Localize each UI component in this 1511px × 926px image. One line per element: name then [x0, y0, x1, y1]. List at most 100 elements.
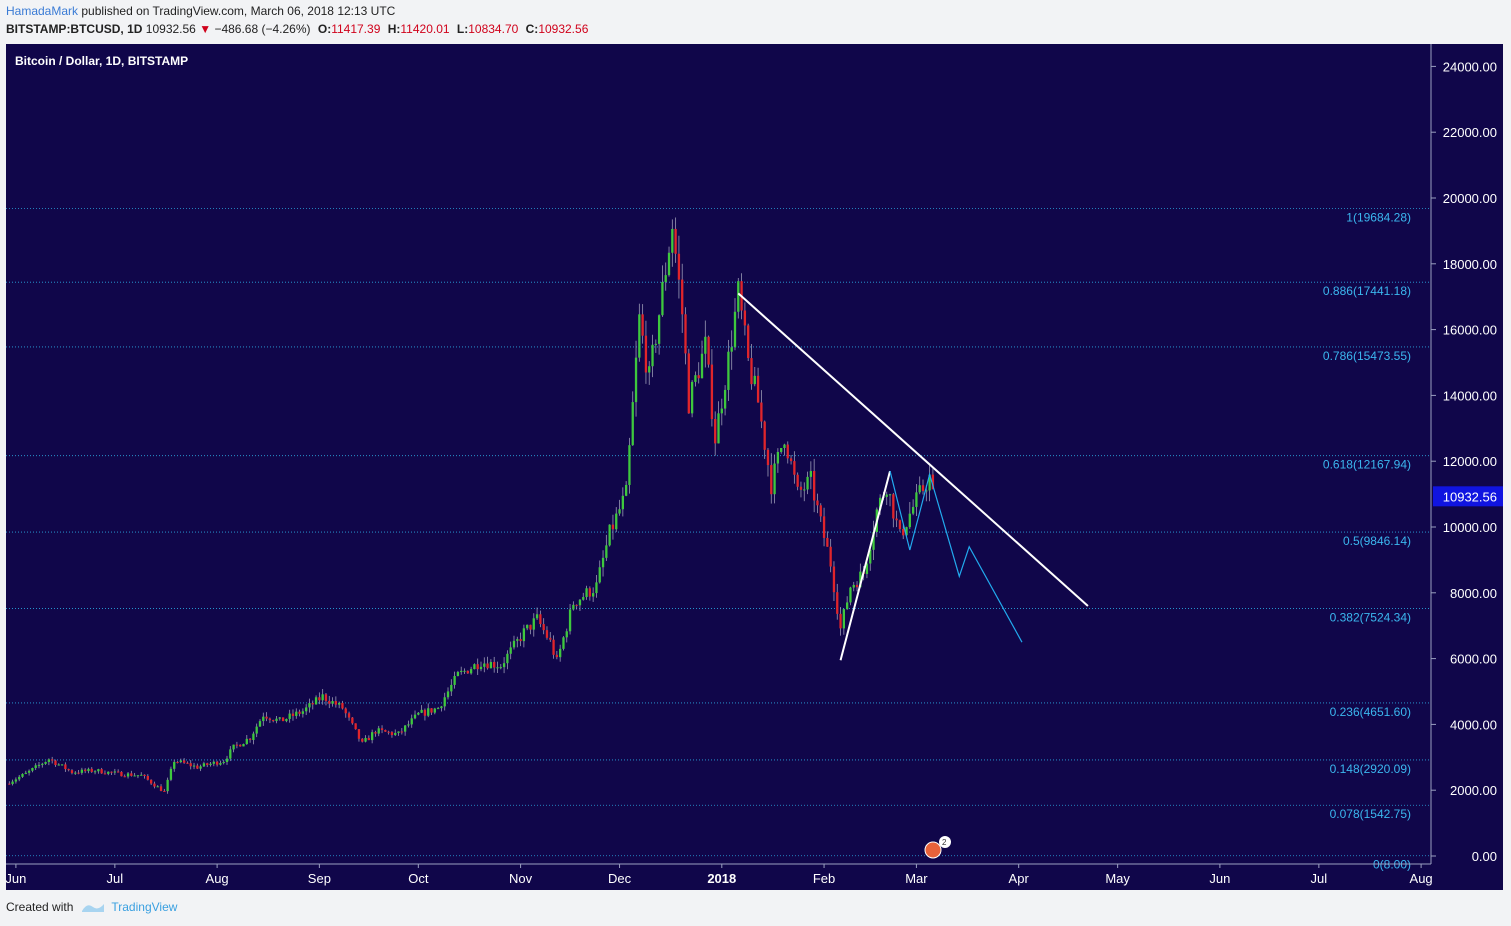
- current-price-label: 10932.56: [1443, 489, 1497, 504]
- candle-body: [136, 775, 140, 777]
- svg-text:2: 2: [942, 838, 947, 847]
- candle-body: [532, 618, 535, 630]
- y-tick-label: 10000.00: [1443, 520, 1497, 535]
- candle-body: [878, 497, 882, 510]
- candle-body: [690, 381, 694, 414]
- candle-body: [483, 663, 486, 667]
- candle-body: [915, 492, 918, 507]
- x-tick-label: Jul: [107, 871, 124, 886]
- candle-body: [367, 737, 371, 741]
- candle-body: [311, 703, 314, 705]
- candle-body: [351, 717, 354, 724]
- candle-body: [628, 445, 631, 485]
- candle-body: [578, 599, 582, 606]
- candle-body: [700, 353, 704, 379]
- candle-body: [265, 716, 268, 719]
- candle-body: [410, 718, 413, 725]
- candle-body: [750, 358, 753, 385]
- candle-body: [21, 773, 24, 777]
- chart-area[interactable]: 1(19684.28) 0.886(17441.18) 0.786(15473.55…: [6, 44, 1503, 890]
- y-tick-label: 14000.00: [1443, 388, 1497, 403]
- event-flag-icon[interactable]: 2: [924, 836, 951, 859]
- candle-body: [453, 675, 456, 685]
- candle-body: [770, 465, 773, 495]
- candle-body: [529, 624, 532, 630]
- candle-body: [166, 779, 169, 792]
- candle-body: [572, 604, 575, 610]
- candle-body: [559, 648, 562, 658]
- candle-body: [70, 770, 74, 774]
- candle-body: [456, 671, 460, 676]
- candle-body: [380, 728, 384, 730]
- candle-body: [902, 529, 905, 536]
- candle-body: [344, 708, 347, 714]
- candles: [8, 217, 935, 794]
- candle-body: [199, 766, 202, 769]
- y-tick-label: 6000.00: [1450, 652, 1497, 667]
- candle-body: [163, 790, 166, 792]
- candle-body: [565, 631, 568, 638]
- candle-body: [460, 670, 463, 672]
- candle-body: [113, 771, 117, 773]
- candle-body: [506, 653, 509, 664]
- candle-body: [707, 336, 710, 365]
- candle-body: [809, 471, 813, 477]
- symbol-name: BITSTAMP:BTCUSD, 1D: [6, 22, 143, 36]
- candle-body: [624, 484, 628, 496]
- candle-body: [598, 567, 601, 583]
- candle-body: [473, 664, 476, 670]
- trendline-support[interactable]: [839, 470, 891, 661]
- y-tick-label: 12000.00: [1443, 454, 1497, 469]
- candle-body: [397, 731, 400, 733]
- created-with-text: Created with: [6, 900, 74, 914]
- fib-label: 0.786(15473.55): [1323, 349, 1411, 363]
- candle-body: [813, 471, 816, 501]
- candle-body: [394, 732, 397, 736]
- candle-body: [608, 524, 611, 546]
- candle-body: [466, 670, 469, 674]
- candle-body: [892, 494, 895, 519]
- candle-body: [427, 708, 430, 716]
- candle-body: [110, 771, 113, 773]
- candle-body: [173, 761, 176, 769]
- candle-body: [806, 476, 809, 490]
- candle-body: [783, 444, 786, 448]
- y-tick-label: 0.00: [1472, 849, 1497, 864]
- fib-label: 0.382(7524.34): [1330, 610, 1411, 624]
- fib-label: 0.236(4651.60): [1330, 705, 1411, 719]
- price-chart[interactable]: 1(19684.28) 0.886(17441.18) 0.786(15473.55…: [6, 44, 1503, 890]
- candle-body: [832, 566, 836, 593]
- fib-label: 0.148(2920.09): [1330, 762, 1411, 776]
- candle-body: [103, 773, 107, 775]
- candle-body: [928, 474, 931, 491]
- candle-body: [661, 282, 664, 316]
- candle-body: [34, 765, 37, 769]
- candle-body: [31, 768, 34, 771]
- fib-label: 0.078(1542.75): [1330, 807, 1411, 821]
- trendline-projection[interactable]: [889, 470, 1023, 643]
- candle-body: [420, 709, 423, 713]
- candle-body: [126, 773, 130, 777]
- trendline-resistance[interactable]: [737, 292, 1089, 607]
- price-axis-bg: [1431, 44, 1503, 890]
- candle-body: [156, 786, 159, 788]
- candle-body: [77, 772, 80, 774]
- tradingview-brand-link[interactable]: TradingView: [111, 900, 178, 914]
- author-link[interactable]: HamadaMark: [6, 4, 79, 18]
- candle-body: [747, 325, 750, 359]
- x-tick-label: Feb: [813, 871, 835, 886]
- candle-body: [509, 647, 512, 654]
- y-tick-label: 4000.00: [1450, 717, 1497, 732]
- candle-body: [387, 731, 390, 733]
- candle-body: [826, 537, 829, 547]
- candle-body: [209, 763, 212, 765]
- candle-body: [370, 732, 374, 741]
- price-change: −486.68 (−4.26%): [214, 22, 311, 36]
- candle-body: [225, 758, 229, 763]
- open-value: 11417.39: [331, 22, 381, 36]
- candle-body: [272, 720, 275, 722]
- candle-body: [235, 744, 239, 746]
- candle-body: [90, 768, 93, 772]
- candle-body: [215, 761, 219, 765]
- candle-body: [229, 749, 232, 759]
